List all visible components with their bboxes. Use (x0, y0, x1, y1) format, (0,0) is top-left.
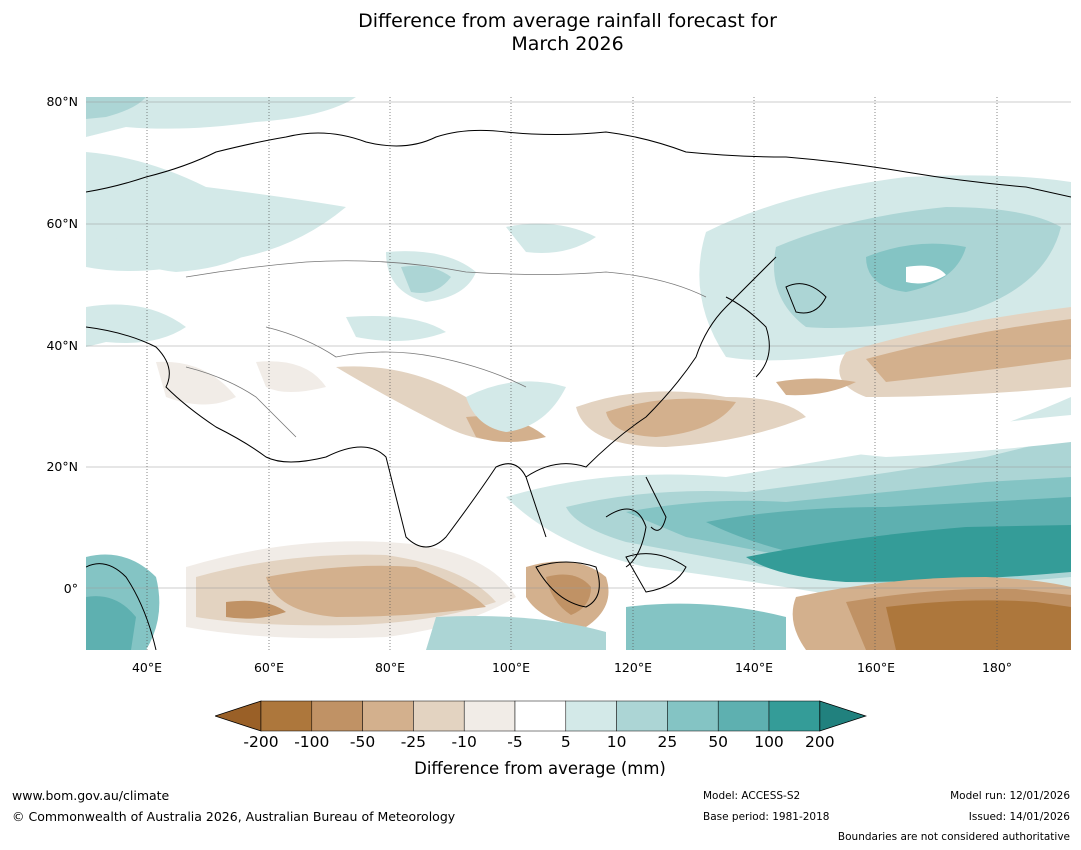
colorbar-segment (260, 700, 313, 732)
colorbar-segment (362, 700, 414, 732)
footer-disclaimer: Boundaries are not considered authoritat… (837, 831, 1070, 843)
lon-label-160e: 160°E (856, 660, 895, 675)
colorbar-tick-label: 200 (805, 733, 835, 751)
colorbar-tick-label: -25 (400, 733, 427, 751)
colorbar-tick-label: 5 (560, 733, 571, 751)
colorbar-tick-label: 100 (754, 733, 784, 751)
footer-base-period: Base period: 1981-2018 (703, 811, 830, 823)
lat-label-40n: 40°N (46, 338, 78, 353)
gridlines (86, 101, 1071, 589)
lon-label-60e: 60°E (253, 660, 285, 675)
meridians (146, 97, 998, 650)
borders (185, 260, 707, 438)
colorbar-segment (565, 700, 617, 732)
colorbar-tick-label: 25 (657, 733, 678, 751)
map-title: Difference from average rainfall forecas… (0, 10, 1081, 56)
colorbar-segment (514, 700, 567, 732)
colorbar-segment (768, 700, 821, 732)
colorbar-segment (667, 700, 719, 732)
colorbar-tick-label: -10 (451, 733, 477, 751)
colorbar-label: Difference from average (mm) (414, 759, 666, 778)
lon-label-180: 180° (981, 660, 1013, 675)
lon-label-80e: 80°E (374, 660, 406, 675)
colorbar (215, 700, 867, 732)
footer-model: Model: ACCESS-S2 (703, 790, 801, 802)
footer-copyright: © Commonwealth of Australia 2026, Austra… (12, 809, 456, 824)
footer-issued: Issued: 14/01/2026 (968, 811, 1070, 823)
lat-label-20n: 20°N (46, 459, 78, 474)
rainfall-map[interactable] (86, 97, 1071, 650)
colorbar-extension-low (215, 700, 262, 732)
lat-label-60n: 60°N (46, 216, 78, 231)
colorbar-tick-label: 10 (606, 733, 627, 751)
coastlines (86, 129, 1071, 650)
lon-label-140e: 140°E (734, 660, 773, 675)
lat-label-80n: 80°N (46, 94, 78, 109)
lat-label-0: 0° (63, 581, 78, 596)
colorbar-tick-label: -200 (243, 733, 279, 751)
colorbar-segment (463, 700, 516, 732)
colorbar-segment (717, 700, 770, 732)
lon-label-120e: 120°E (613, 660, 652, 675)
colorbar-segment (413, 700, 465, 732)
colorbar-segment (616, 700, 668, 732)
colorbar-segment (311, 700, 363, 732)
lon-label-40e: 40°E (131, 660, 163, 675)
footer-model-run: Model run: 12/01/2026 (950, 790, 1070, 802)
map-canvas (86, 97, 1071, 650)
footer-url[interactable]: www.bom.gov.au/climate (12, 788, 170, 803)
colorbar-tick-label: -50 (349, 733, 376, 751)
colorbar-tick-label: -5 (507, 733, 523, 751)
colorbar-tick-label: -100 (294, 733, 330, 751)
colorbar-tick-label: 50 (708, 733, 729, 751)
lon-label-100e: 100°E (491, 660, 530, 675)
anomaly-fields (86, 97, 1071, 650)
colorbar-extension-high (819, 700, 867, 732)
title-line-2: March 2026 (511, 33, 624, 55)
title-line-1: Difference from average rainfall forecas… (358, 10, 777, 32)
